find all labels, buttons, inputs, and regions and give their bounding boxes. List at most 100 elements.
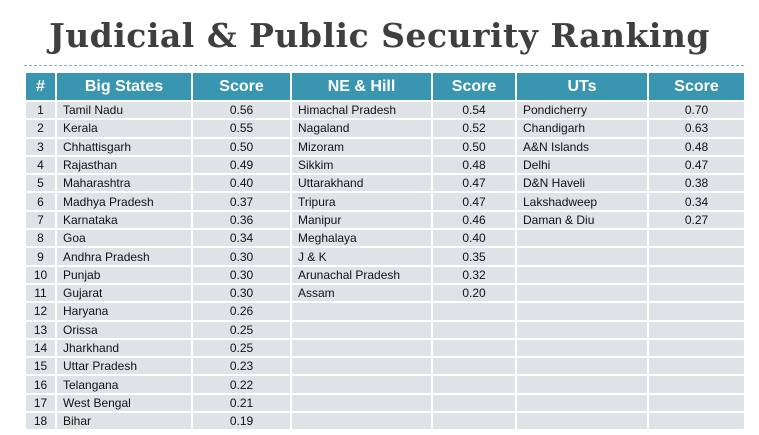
rank-cell: 14	[26, 339, 55, 357]
ut-score: 0.63	[649, 120, 744, 137]
rank-cell: 3	[26, 138, 55, 155]
header-uts: UTs	[517, 73, 647, 100]
empty-cell	[517, 358, 647, 375]
big-state-score: 0.49	[193, 156, 290, 174]
empty-cell	[517, 230, 647, 247]
rank-cell: 2	[26, 120, 55, 137]
big-state-name: Rajasthan	[57, 156, 191, 174]
big-state-name: Punjab	[57, 266, 191, 283]
rank-cell: 10	[26, 266, 55, 283]
empty-cell	[517, 376, 647, 393]
big-state-score: 0.22	[193, 376, 290, 393]
empty-cell	[433, 376, 515, 393]
table-row: 8 Goa 0.34 Meghalaya 0.40	[26, 230, 744, 247]
ne-state-name: Uttarakhand	[292, 175, 431, 192]
table-row: 16 Telangana 0.22	[26, 376, 744, 393]
big-state-name: Goa	[57, 230, 191, 247]
title-divider	[24, 65, 744, 66]
big-state-score: 0.23	[193, 358, 290, 375]
rank-cell: 8	[26, 230, 55, 247]
empty-cell	[649, 230, 744, 247]
empty-cell	[649, 358, 744, 375]
big-state-score: 0.37	[193, 193, 290, 210]
rank-cell: 11	[26, 284, 55, 302]
ne-state-name: Mizoram	[292, 138, 431, 155]
big-state-score: 0.25	[193, 321, 290, 338]
big-state-score: 0.40	[193, 175, 290, 192]
empty-cell	[292, 413, 431, 430]
ut-score: 0.70	[649, 102, 744, 119]
table-row: 9 Andhra Pradesh 0.30 J & K 0.35	[26, 248, 744, 265]
empty-cell	[649, 413, 744, 430]
empty-cell	[517, 248, 647, 265]
rank-cell: 16	[26, 376, 55, 393]
ne-state-score: 0.48	[433, 156, 515, 174]
big-state-name: Telangana	[57, 376, 191, 393]
big-state-score: 0.50	[193, 138, 290, 155]
ut-name: D&N Haveli	[517, 175, 647, 192]
table-row: 12 Haryana 0.26	[26, 303, 744, 320]
big-state-name: Uttar Pradesh	[57, 358, 191, 375]
empty-cell	[649, 339, 744, 357]
big-state-name: Maharashtra	[57, 175, 191, 192]
table-row: 13 Orissa 0.25	[26, 321, 744, 338]
big-state-name: Bihar	[57, 413, 191, 430]
ut-name: Lakshadweep	[517, 193, 647, 210]
table-row: 14 Jharkhand 0.25	[26, 339, 744, 357]
empty-cell	[517, 284, 647, 302]
ut-score: 0.48	[649, 138, 744, 155]
empty-cell	[292, 321, 431, 338]
big-state-name: Orissa	[57, 321, 191, 338]
empty-cell	[517, 339, 647, 357]
ut-name: Pondicherry	[517, 102, 647, 119]
header-row: # Big States Score NE & Hill Score UTs S…	[26, 73, 744, 100]
ne-state-name: J & K	[292, 248, 431, 265]
empty-cell	[649, 394, 744, 412]
ut-score: 0.47	[649, 156, 744, 174]
empty-cell	[649, 376, 744, 393]
big-state-score: 0.34	[193, 230, 290, 247]
rank-cell: 18	[26, 413, 55, 430]
rank-cell: 4	[26, 156, 55, 174]
header-ne-hill: NE & Hill	[292, 73, 431, 100]
empty-cell	[649, 248, 744, 265]
ne-state-score: 0.47	[433, 193, 515, 210]
big-state-score: 0.25	[193, 339, 290, 357]
empty-cell	[292, 394, 431, 412]
ne-state-score: 0.40	[433, 230, 515, 247]
table-row: 3 Chhattisgarh 0.50 Mizoram 0.50 A&N Islands 0…	[26, 138, 744, 155]
table-body: 1 Tamil Nadu 0.56 Himachal Pradesh 0.54 Pondi…	[26, 102, 744, 430]
big-state-name: Tamil Nadu	[57, 102, 191, 119]
empty-cell	[649, 266, 744, 283]
empty-cell	[517, 413, 647, 430]
ne-state-score: 0.50	[433, 138, 515, 155]
header-ne-hill-score: Score	[433, 73, 515, 100]
table-row: 15 Uttar Pradesh 0.23	[26, 358, 744, 375]
big-state-score: 0.30	[193, 266, 290, 283]
rank-cell: 13	[26, 321, 55, 338]
rank-cell: 1	[26, 102, 55, 119]
big-state-score: 0.55	[193, 120, 290, 137]
ut-name: Daman & Diu	[517, 211, 647, 229]
big-state-name: Andhra Pradesh	[57, 248, 191, 265]
ne-state-name: Tripura	[292, 193, 431, 210]
rank-cell: 6	[26, 193, 55, 210]
ranking-table: # Big States Score NE & Hill Score UTs S…	[24, 71, 746, 431]
ut-name: A&N Islands	[517, 138, 647, 155]
empty-cell	[649, 321, 744, 338]
big-state-score: 0.19	[193, 413, 290, 430]
big-state-name: Kerala	[57, 120, 191, 137]
big-state-name: Gujarat	[57, 284, 191, 302]
empty-cell	[433, 358, 515, 375]
ne-state-score: 0.20	[433, 284, 515, 302]
big-state-score: 0.26	[193, 303, 290, 320]
rank-cell: 12	[26, 303, 55, 320]
empty-cell	[433, 339, 515, 357]
empty-cell	[292, 376, 431, 393]
ne-state-score: 0.52	[433, 120, 515, 137]
empty-cell	[433, 303, 515, 320]
ne-state-name: Assam	[292, 284, 431, 302]
empty-cell	[517, 321, 647, 338]
empty-cell	[292, 303, 431, 320]
empty-cell	[292, 339, 431, 357]
